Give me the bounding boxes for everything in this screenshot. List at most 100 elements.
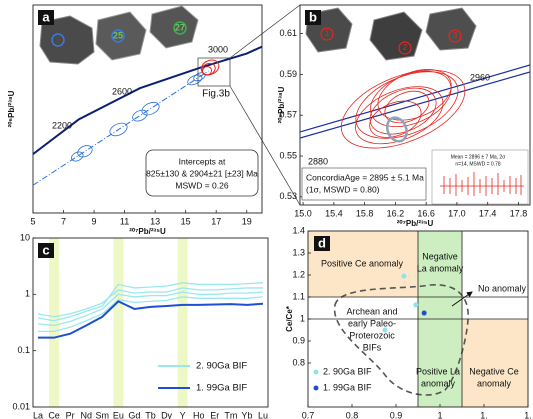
y-tick-label: 0.55: [279, 150, 297, 160]
figure: 5791113151719a²⁰⁷Pb/²³⁵U²⁰⁶Pb/²³⁸UFig.3b…: [0, 0, 533, 419]
zircon-grain: [426, 8, 476, 50]
region-label: Positive Ce anomaly: [321, 258, 404, 268]
x-tick-label: Gd: [128, 410, 140, 419]
ree-line: [38, 288, 263, 317]
x-tick-label: 17.4: [479, 208, 497, 218]
x-tick-label: Tm: [224, 410, 237, 419]
region-label: Negative Ce: [469, 366, 519, 376]
data-point: [383, 328, 388, 333]
legend-marker: [314, 386, 319, 391]
data-point: [413, 302, 418, 307]
x-tick-label: Lu: [258, 410, 268, 419]
region-label: anomaly: [421, 378, 456, 388]
x-tick-label: Y: [180, 410, 186, 419]
page: {"chart_data": [ {"type": "concordia", "…: [0, 0, 533, 419]
x-tick-label: 16.6: [417, 208, 435, 218]
x-tick-label: 17.8: [510, 208, 528, 218]
legend-label: 1. 99Ga BIF: [196, 383, 247, 394]
highlight-band: [178, 238, 188, 407]
x-tick-label: Er: [210, 410, 219, 419]
x-tick-label: 11: [120, 216, 129, 226]
grain-label: 3: [453, 31, 458, 40]
x-tick-label: 0.9: [390, 410, 403, 419]
x-tick-label: 15.0: [294, 208, 312, 218]
ree-line: [38, 301, 263, 337]
x-tick-label: 5: [30, 216, 35, 226]
data-point: [422, 311, 427, 316]
annotation: Intercepts at: [179, 156, 226, 166]
data-point: [401, 274, 406, 279]
region-label: Archean and: [346, 306, 397, 316]
region-label: Proterozoic: [349, 330, 395, 340]
age-label: 3000: [208, 44, 228, 54]
panel-label: d: [318, 235, 326, 250]
y-tick-label: 1.2: [292, 269, 305, 279]
inset-text: n=14, MSWD = 0.78: [455, 161, 501, 167]
x-tick-label: Yb: [241, 410, 252, 419]
legend-label: 2. 90Ga BIF: [196, 361, 247, 372]
panel-label: b: [309, 9, 317, 24]
y-tick-label: 0.59: [279, 69, 297, 79]
error-ellipse: [347, 75, 451, 155]
x-tick-label: 0.7: [302, 410, 315, 419]
x-tick-label: La: [33, 410, 43, 419]
y-tick-label: 0.8: [292, 357, 305, 367]
annotation: ConcordiaAge = 2895 ± 5.1 Ma: [306, 172, 424, 182]
highlight-band: [113, 238, 123, 407]
grain-label: 25: [113, 30, 123, 40]
age-label: 2200: [52, 120, 72, 130]
panel-label: a: [42, 9, 50, 24]
inset-label: Fig.3b: [202, 89, 230, 100]
x-tick-label: 19: [242, 216, 252, 226]
error-ellipse: [330, 54, 476, 164]
region-label: BIFs: [363, 342, 382, 352]
zircon-images-b: [306, 8, 476, 60]
grain-label: 27: [175, 22, 185, 32]
y-axis-label: ²⁰⁶Pb/²³⁸U: [7, 90, 16, 127]
x-tick-label: 15: [181, 216, 191, 226]
region-label: No anomaly: [478, 283, 527, 293]
x-axis-label: ²⁰⁷Pb/²³⁵U: [397, 219, 434, 228]
y-tick-label: 0.01: [12, 401, 30, 411]
panel-label: c: [42, 242, 49, 257]
x-axis-label: ²⁰⁷Pb/²³⁵U: [129, 227, 166, 236]
x-tick-label: 17: [211, 216, 221, 226]
y-tick-label: 10: [20, 232, 30, 242]
legend-label: 1. 99Ga BIF: [323, 382, 372, 392]
x-tick-label: Eu: [113, 410, 124, 419]
x-tick-label: 9: [92, 216, 97, 226]
highlight-band: [49, 238, 59, 407]
x-tick-label: 15.8: [356, 208, 374, 218]
ree-line: [38, 297, 263, 331]
x-tick-label: Tb: [145, 410, 156, 419]
age-label: 2960: [470, 72, 490, 82]
age-label: 2600: [112, 86, 132, 96]
x-tick-label: Pr: [66, 410, 75, 419]
x-tick-label: Sm: [96, 410, 110, 419]
y-tick-label: 1: [25, 289, 30, 299]
x-tick-label: Ho: [193, 410, 205, 419]
x-tick-label: 0.8: [346, 410, 359, 419]
grain-label: 2: [403, 43, 408, 52]
annotation: MSWD = 0.26: [175, 180, 228, 190]
x-tick-label: Ce: [48, 410, 60, 419]
x-tick-label: 16.2: [387, 208, 405, 218]
region-label: Positive La: [416, 366, 460, 376]
y-axis-label: Ce/Ce*: [285, 305, 294, 332]
legend-marker: [314, 370, 319, 375]
x-tick-label: 7: [61, 216, 66, 226]
region: [462, 319, 528, 407]
region-label: early Paleo-: [348, 318, 396, 328]
x-tick-label: 13: [150, 216, 160, 226]
annotation: (1σ, MSWD = 0.80): [306, 184, 380, 194]
x-tick-label: Nd: [80, 410, 92, 419]
x-tick-label: 1.: [524, 410, 532, 419]
region-label: anomaly: [477, 378, 512, 388]
annotation: 825±130 & 2904±21 [±23] Ma: [146, 168, 258, 178]
y-tick-label: 1: [300, 313, 305, 323]
error-ellipse: [76, 143, 94, 159]
region-label: Negative: [422, 251, 458, 261]
y-tick-label: 0.9: [292, 335, 305, 345]
inset-text: Mean = 2896 ± 7 Ma, 2σ: [451, 154, 507, 160]
error-ellipse: [131, 108, 149, 123]
